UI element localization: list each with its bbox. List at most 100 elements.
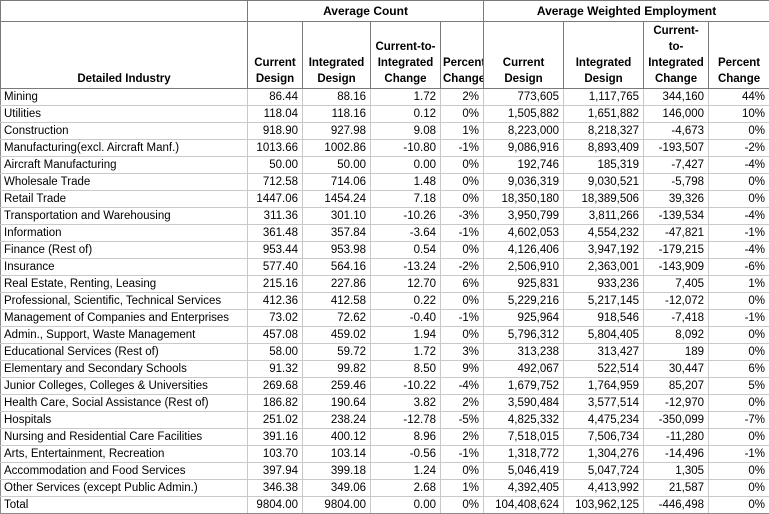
cell-count-current-to-integrated-change[interactable]: 8.50 <box>371 361 441 378</box>
cell-count-integrated-design[interactable]: 88.16 <box>303 89 371 106</box>
cell-employment-current-to-integrated-change[interactable]: 344,160 <box>644 89 709 106</box>
cell-count-current-design[interactable]: 361.48 <box>248 225 303 242</box>
cell-employment-current-design[interactable]: 1,318,772 <box>484 446 564 463</box>
cell-employment-current-to-integrated-change[interactable]: -4,673 <box>644 123 709 140</box>
cell-employment-integrated-design[interactable]: 9,030,521 <box>564 174 644 191</box>
cell-count-percent-change[interactable]: 3% <box>441 344 484 361</box>
cell-employment-integrated-design[interactable]: 3,577,514 <box>564 395 644 412</box>
cell-employment-integrated-design[interactable]: 3,947,192 <box>564 242 644 259</box>
cell-count-current-design[interactable]: 712.58 <box>248 174 303 191</box>
cell-employment-integrated-design[interactable]: 8,893,409 <box>564 140 644 157</box>
cell-count-current-design[interactable]: 1013.66 <box>248 140 303 157</box>
total-label-cell[interactable]: Total <box>1 497 248 514</box>
group-header-average-weighted-employment[interactable]: Average Weighted Employment <box>484 1 769 22</box>
cell-employment-current-design[interactable]: 2,506,910 <box>484 259 564 276</box>
industry-cell[interactable]: Wholesale Trade <box>1 174 248 191</box>
cell-employment-current-design[interactable]: 313,238 <box>484 344 564 361</box>
cell-employment-current-design[interactable]: 5,046,419 <box>484 463 564 480</box>
cell-employment-percent-change[interactable]: 1% <box>709 276 769 293</box>
cell-count-current-design[interactable]: 269.68 <box>248 378 303 395</box>
cell-count-current-to-integrated-change[interactable]: 0.00 <box>371 497 441 514</box>
cell-employment-percent-change[interactable]: 0% <box>709 123 769 140</box>
cell-count-current-to-integrated-change[interactable]: 1.48 <box>371 174 441 191</box>
cell-employment-percent-change[interactable]: 0% <box>709 327 769 344</box>
cell-count-integrated-design[interactable]: 399.18 <box>303 463 371 480</box>
cell-count-current-to-integrated-change[interactable]: 3.82 <box>371 395 441 412</box>
cell-count-current-to-integrated-change[interactable]: 1.72 <box>371 344 441 361</box>
industry-cell[interactable]: Nursing and Residential Care Facilities <box>1 429 248 446</box>
cell-count-current-design[interactable]: 118.04 <box>248 106 303 123</box>
cell-count-percent-change[interactable]: -4% <box>441 378 484 395</box>
industry-cell[interactable]: Health Care, Social Assistance (Rest of) <box>1 395 248 412</box>
cell-employment-current-to-integrated-change[interactable]: 146,000 <box>644 106 709 123</box>
cell-employment-integrated-design[interactable]: 5,047,724 <box>564 463 644 480</box>
cell-employment-current-to-integrated-change[interactable]: 8,092 <box>644 327 709 344</box>
cell-employment-current-design[interactable]: 7,518,015 <box>484 429 564 446</box>
cell-count-percent-change[interactable]: 1% <box>441 480 484 497</box>
cell-count-integrated-design[interactable]: 227.86 <box>303 276 371 293</box>
cell-employment-percent-change[interactable]: -7% <box>709 412 769 429</box>
cell-count-integrated-design[interactable]: 190.64 <box>303 395 371 412</box>
cell-count-percent-change[interactable]: 1% <box>441 123 484 140</box>
cell-employment-integrated-design[interactable]: 8,218,327 <box>564 123 644 140</box>
cell-employment-percent-change[interactable]: 0% <box>709 497 769 514</box>
column-header-count-integrated-design[interactable]: Integrated Design <box>303 22 371 89</box>
cell-employment-integrated-design[interactable]: 5,217,145 <box>564 293 644 310</box>
cell-count-current-design[interactable]: 9804.00 <box>248 497 303 514</box>
cell-count-current-design[interactable]: 457.08 <box>248 327 303 344</box>
cell-employment-percent-change[interactable]: 0% <box>709 395 769 412</box>
cell-employment-current-to-integrated-change[interactable]: -12,072 <box>644 293 709 310</box>
cell-employment-current-design[interactable]: 4,392,405 <box>484 480 564 497</box>
cell-employment-current-to-integrated-change[interactable]: -12,970 <box>644 395 709 412</box>
cell-employment-percent-change[interactable]: 0% <box>709 463 769 480</box>
cell-employment-current-to-integrated-change[interactable]: -47,821 <box>644 225 709 242</box>
cell-count-current-to-integrated-change[interactable]: -0.56 <box>371 446 441 463</box>
cell-count-percent-change[interactable]: 2% <box>441 395 484 412</box>
cell-count-percent-change[interactable]: 2% <box>441 429 484 446</box>
cell-count-integrated-design[interactable]: 118.16 <box>303 106 371 123</box>
cell-count-current-design[interactable]: 215.16 <box>248 276 303 293</box>
cell-count-integrated-design[interactable]: 238.24 <box>303 412 371 429</box>
cell-count-current-to-integrated-change[interactable]: 7.18 <box>371 191 441 208</box>
cell-count-current-to-integrated-change[interactable]: 1.94 <box>371 327 441 344</box>
cell-employment-percent-change[interactable]: 0% <box>709 429 769 446</box>
cell-employment-percent-change[interactable]: 0% <box>709 174 769 191</box>
cell-employment-current-design[interactable]: 192,746 <box>484 157 564 174</box>
cell-count-percent-change[interactable]: 6% <box>441 276 484 293</box>
cell-employment-current-design[interactable]: 4,126,406 <box>484 242 564 259</box>
cell-employment-current-to-integrated-change[interactable]: -179,215 <box>644 242 709 259</box>
corner-cell[interactable] <box>1 1 248 22</box>
cell-employment-current-design[interactable]: 773,605 <box>484 89 564 106</box>
cell-count-integrated-design[interactable]: 9804.00 <box>303 497 371 514</box>
cell-count-current-to-integrated-change[interactable]: 8.96 <box>371 429 441 446</box>
cell-count-integrated-design[interactable]: 412.58 <box>303 293 371 310</box>
column-header-employment-percent-change[interactable]: Percent Change <box>709 22 769 89</box>
cell-employment-percent-change[interactable]: 10% <box>709 106 769 123</box>
cell-count-current-design[interactable]: 50.00 <box>248 157 303 174</box>
cell-count-current-to-integrated-change[interactable]: -13.24 <box>371 259 441 276</box>
cell-count-percent-change[interactable]: 0% <box>441 191 484 208</box>
cell-employment-integrated-design[interactable]: 313,427 <box>564 344 644 361</box>
cell-employment-percent-change[interactable]: 0% <box>709 293 769 310</box>
cell-employment-integrated-design[interactable]: 103,962,125 <box>564 497 644 514</box>
cell-count-current-design[interactable]: 73.02 <box>248 310 303 327</box>
cell-employment-integrated-design[interactable]: 3,811,266 <box>564 208 644 225</box>
cell-employment-integrated-design[interactable]: 7,506,734 <box>564 429 644 446</box>
cell-count-percent-change[interactable]: 0% <box>441 157 484 174</box>
industry-cell[interactable]: Mining <box>1 89 248 106</box>
cell-count-percent-change[interactable]: 2% <box>441 89 484 106</box>
cell-count-percent-change[interactable]: -2% <box>441 259 484 276</box>
cell-count-percent-change[interactable]: -1% <box>441 310 484 327</box>
column-header-employment-current-design[interactable]: Current Design <box>484 22 564 89</box>
cell-count-current-design[interactable]: 397.94 <box>248 463 303 480</box>
cell-count-current-to-integrated-change[interactable]: -0.40 <box>371 310 441 327</box>
column-header-employment-current-to-integrated-change[interactable]: Current-to- Integrated Change <box>644 22 709 89</box>
cell-count-current-design[interactable]: 58.00 <box>248 344 303 361</box>
industry-cell[interactable]: Arts, Entertainment, Recreation <box>1 446 248 463</box>
cell-employment-current-to-integrated-change[interactable]: -14,496 <box>644 446 709 463</box>
cell-employment-current-to-integrated-change[interactable]: -7,418 <box>644 310 709 327</box>
cell-employment-current-to-integrated-change[interactable]: -193,507 <box>644 140 709 157</box>
cell-employment-percent-change[interactable]: 0% <box>709 480 769 497</box>
cell-employment-current-to-integrated-change[interactable]: 85,207 <box>644 378 709 395</box>
cell-employment-current-design[interactable]: 9,036,319 <box>484 174 564 191</box>
